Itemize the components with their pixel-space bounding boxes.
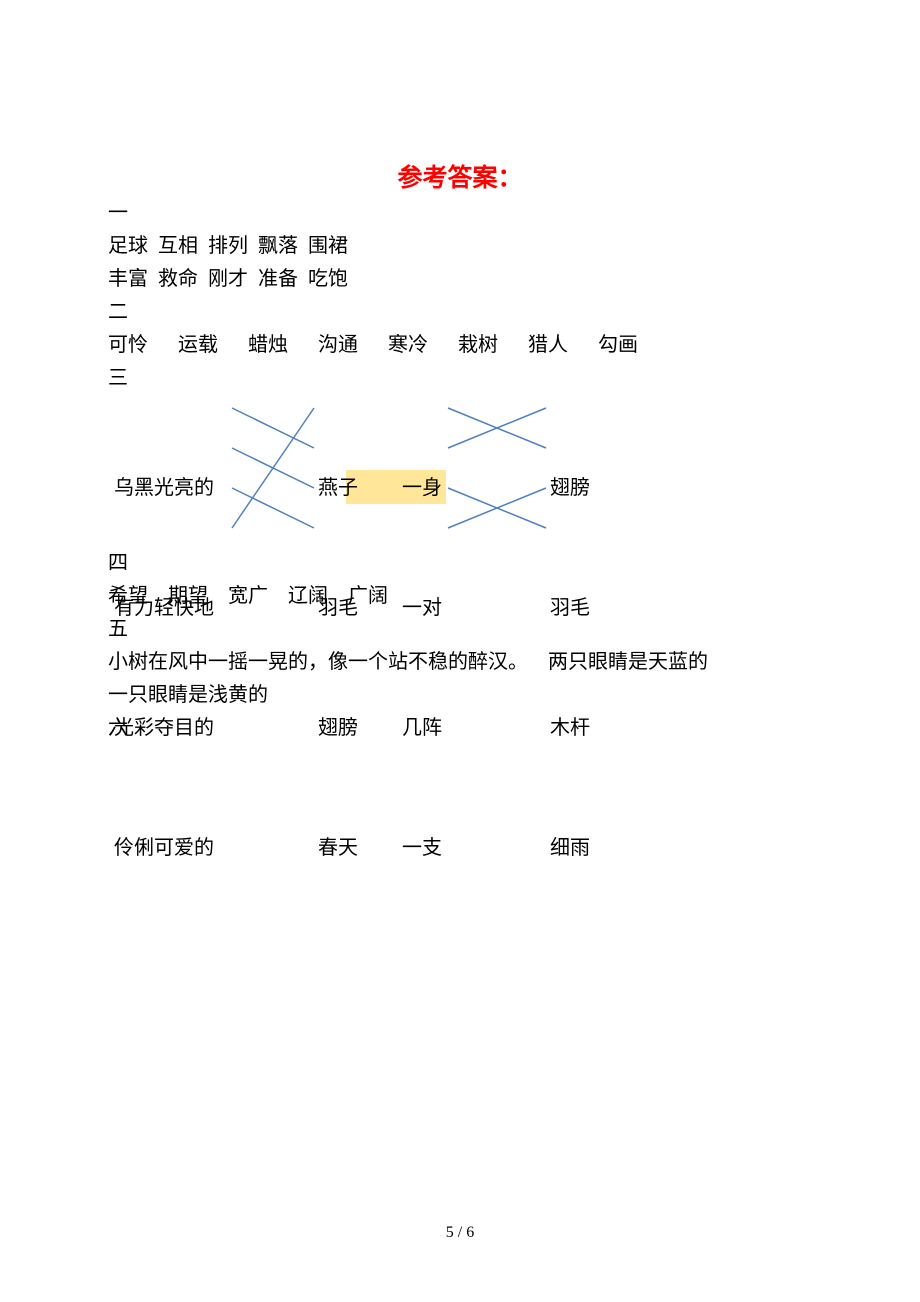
section5-line1: 小树在风中一摇一晃的，像一个站不稳的醉汉。 两只眼睛是天蓝的 xyxy=(108,652,708,672)
matching-diagram: 乌黑光亮的 有力轻快地 光彩夺目的 伶俐可爱的 燕子 羽毛 翅膀 春天 一身 一… xyxy=(108,388,828,548)
match-item: 伶俐可爱的 xyxy=(114,828,214,868)
section2-line1: 可怜 运载 蜡烛 沟通 寒冷 栽树 猎人 勾画 xyxy=(108,335,638,355)
match-item: 木杆 xyxy=(550,708,590,748)
match-line xyxy=(232,488,314,528)
match-item: 几阵 xyxy=(402,708,442,748)
match-line xyxy=(232,408,314,448)
match-item: 燕子 xyxy=(318,468,358,508)
match-item: 光彩夺目的 xyxy=(114,708,214,748)
lines-group1 xyxy=(232,408,314,528)
page-footer: 5 / 6 xyxy=(0,1224,920,1242)
match-line xyxy=(232,448,314,488)
section1-heading: 一 xyxy=(108,203,128,223)
section3-heading: 三 xyxy=(108,368,128,388)
section6-heading: 六 xyxy=(108,718,128,738)
page: 参考答案： 一 足球 互相 排列 飘落 围裙 丰富 救命 刚才 准备 吃饱 二 … xyxy=(0,0,920,1302)
match-item: 羽毛 xyxy=(550,588,590,628)
section1-line1: 足球 互相 排列 飘落 围裙 xyxy=(108,236,348,256)
section2-heading: 二 xyxy=(108,302,128,322)
matching-lines-svg xyxy=(108,388,828,548)
match-line xyxy=(448,408,546,448)
section5-line2: 一只眼睛是浅黄的 xyxy=(108,685,268,705)
section4-heading: 四 xyxy=(108,553,128,573)
lines-group2 xyxy=(448,408,546,528)
match-line xyxy=(232,408,314,528)
match-item: 一支 xyxy=(402,828,442,868)
match-item: 翅膀 xyxy=(318,708,358,748)
match-item: 翅膀 xyxy=(550,468,590,508)
section4-line1: 希望 期望 宽广 辽阔 广阔 xyxy=(108,586,388,606)
match-item: 一对 xyxy=(402,588,442,628)
match-line xyxy=(448,488,546,528)
match-item: 细雨 xyxy=(550,828,590,868)
answer-title: 参考答案： xyxy=(0,158,920,194)
match-item: 春天 xyxy=(318,828,358,868)
match-item: 乌黑光亮的 xyxy=(114,468,214,508)
match-item: 一身 xyxy=(402,468,442,508)
section5-heading: 五 xyxy=(108,619,128,639)
match-line xyxy=(448,408,546,448)
section1-line2: 丰富 救命 刚才 准备 吃饱 xyxy=(108,269,348,289)
match-line xyxy=(448,488,546,528)
